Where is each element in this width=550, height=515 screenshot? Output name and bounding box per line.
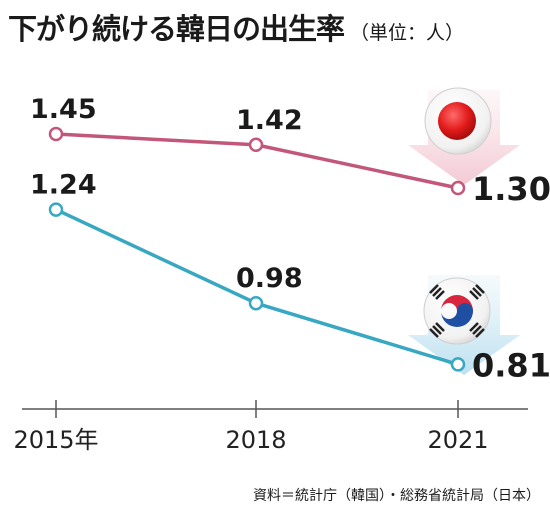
korea-data-label: 0.81 bbox=[472, 346, 550, 384]
korea-data-label: 1.24 bbox=[30, 170, 97, 201]
chart-title-text: 下がり続ける韓日の出生率 bbox=[8, 12, 345, 46]
japan-point bbox=[48, 126, 64, 142]
korea-point bbox=[48, 202, 64, 217]
x-tick-label: 2018 bbox=[225, 426, 286, 454]
korea-point bbox=[450, 357, 466, 372]
japan-data-label: 1.45 bbox=[30, 94, 97, 125]
japan-point bbox=[248, 137, 264, 153]
x-tick-label: 2015年 bbox=[13, 426, 98, 454]
source-note: 資料＝統計庁（韓国）・総務省統計局（日本） bbox=[253, 488, 540, 504]
chart-title: 下がり続ける韓日の出生率 （単位：人） bbox=[8, 6, 464, 48]
japan-data-label: 1.42 bbox=[236, 105, 303, 136]
japan-flag-icon bbox=[424, 87, 492, 155]
unit-label: （単位：人） bbox=[350, 22, 465, 44]
japan-data-label: 1.30 bbox=[472, 170, 550, 208]
japan-point bbox=[450, 180, 466, 196]
korea-point bbox=[248, 295, 264, 311]
korea-flag-icon bbox=[423, 277, 491, 345]
x-tick-label: 2021 bbox=[427, 426, 488, 454]
korea-data-label: 0.98 bbox=[236, 263, 303, 294]
